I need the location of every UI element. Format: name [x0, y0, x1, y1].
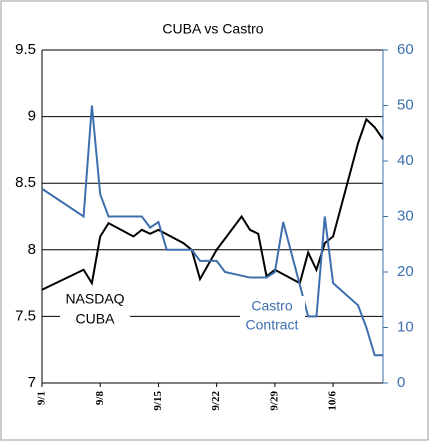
y2-tick-label: 40: [397, 152, 414, 169]
annotation-bg: [240, 296, 305, 336]
chart-title: CUBA vs Castro: [162, 21, 263, 37]
x-tick-label: 9/22: [210, 391, 222, 411]
y-tick-label: 7.5: [15, 307, 36, 324]
y-tick-label: 8: [28, 241, 36, 258]
x-tick-label: 9/15: [152, 391, 164, 411]
plot: 7 7.5 8 8.5 9 9.5 0 10 20 30 40 50 60 9/1 9/8 9/15 9/22 9…: [15, 41, 414, 411]
annotation: Castro: [251, 298, 292, 314]
y2-tick-label: 60: [397, 41, 414, 58]
y2-tick-label: 0: [397, 374, 405, 391]
y2-tick-label: 20: [397, 263, 414, 280]
annotation: CUBA: [76, 311, 116, 327]
annotation-bg: [60, 290, 130, 330]
x-tick-label: 9/8: [94, 391, 106, 406]
x-tick-label: 9/29: [268, 391, 280, 411]
y-tick-label: 7: [28, 374, 36, 391]
y-tick-label: 8.5: [15, 174, 36, 191]
x-tick-label: 10/6: [327, 391, 339, 411]
y-tick-label: 9.5: [15, 41, 36, 58]
series-line: [41, 105, 383, 357]
y-tick-label: 9: [28, 108, 36, 125]
annotation: Contract: [246, 317, 299, 333]
series-line: [41, 117, 384, 291]
y2-tick-label: 10: [397, 318, 414, 335]
y2-tick-label: 30: [397, 207, 414, 224]
x-tick-label: 9/1: [36, 391, 48, 405]
annotation: NASDAQ: [65, 291, 124, 307]
y2-tick-label: 50: [397, 96, 414, 113]
